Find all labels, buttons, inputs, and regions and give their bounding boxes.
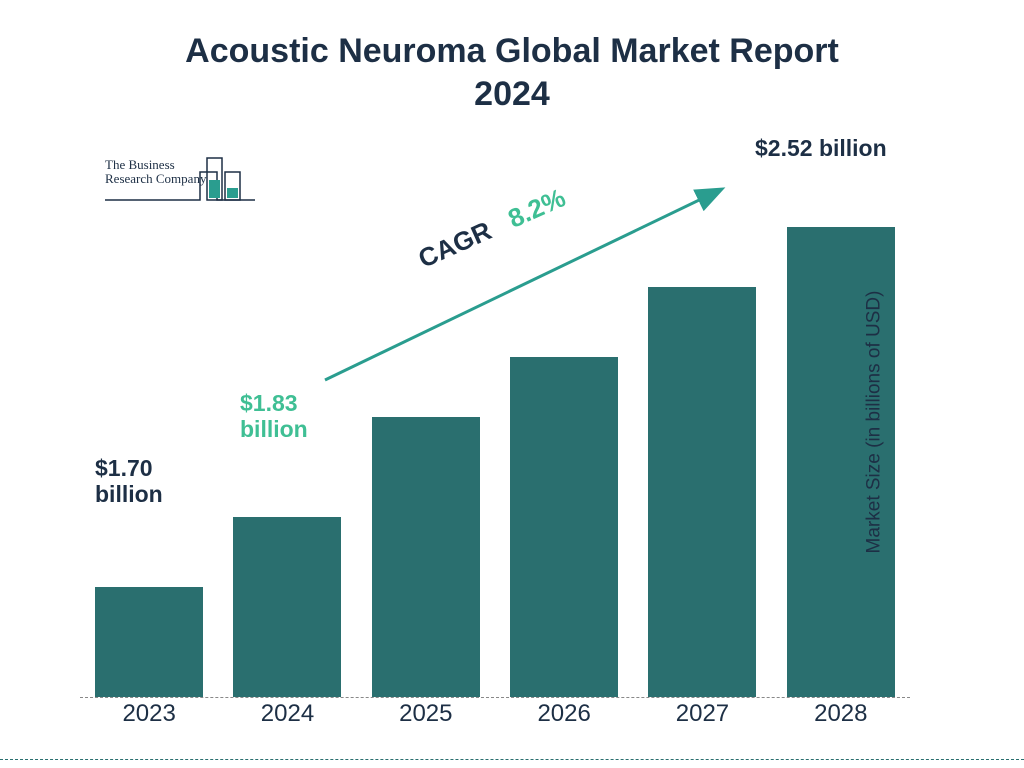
bar-rect-2024	[233, 517, 341, 697]
xlabel-2027: 2027	[642, 700, 762, 728]
title-line1: Acoustic Neuroma Global Market Report	[185, 32, 839, 70]
value-label-2024: $1.83 billion	[240, 390, 308, 443]
y-axis-label: Market Size (in billions of USD)	[864, 291, 886, 554]
bar-rect-2027	[648, 287, 756, 697]
bar-rect-2026	[510, 357, 618, 697]
chart-title: Acoustic Neuroma Global Market Report 20…	[112, 30, 912, 115]
bar-2027	[642, 287, 762, 697]
bar-2024	[227, 517, 347, 697]
value-label-2028: $2.52 billion	[755, 135, 887, 161]
x-axis-baseline	[80, 697, 910, 698]
xlabel-2025: 2025	[366, 700, 486, 728]
x-axis-labels: 2023 2024 2025 2026 2027 2028	[80, 700, 910, 728]
value-label-2023: $1.70 billion	[95, 455, 163, 508]
xlabel-2026: 2026	[504, 700, 624, 728]
xlabel-2023: 2023	[89, 700, 209, 728]
title-line2: 2024	[474, 75, 550, 113]
chart-area	[80, 178, 910, 698]
bar-2026	[504, 357, 624, 697]
bars-container	[80, 177, 910, 697]
bar-2025	[366, 417, 486, 697]
bar-rect-2025	[372, 417, 480, 697]
xlabel-2028: 2028	[781, 700, 901, 728]
xlabel-2024: 2024	[227, 700, 347, 728]
bar-2023	[89, 587, 209, 697]
bottom-border	[0, 759, 1024, 760]
bar-rect-2023	[95, 587, 203, 697]
